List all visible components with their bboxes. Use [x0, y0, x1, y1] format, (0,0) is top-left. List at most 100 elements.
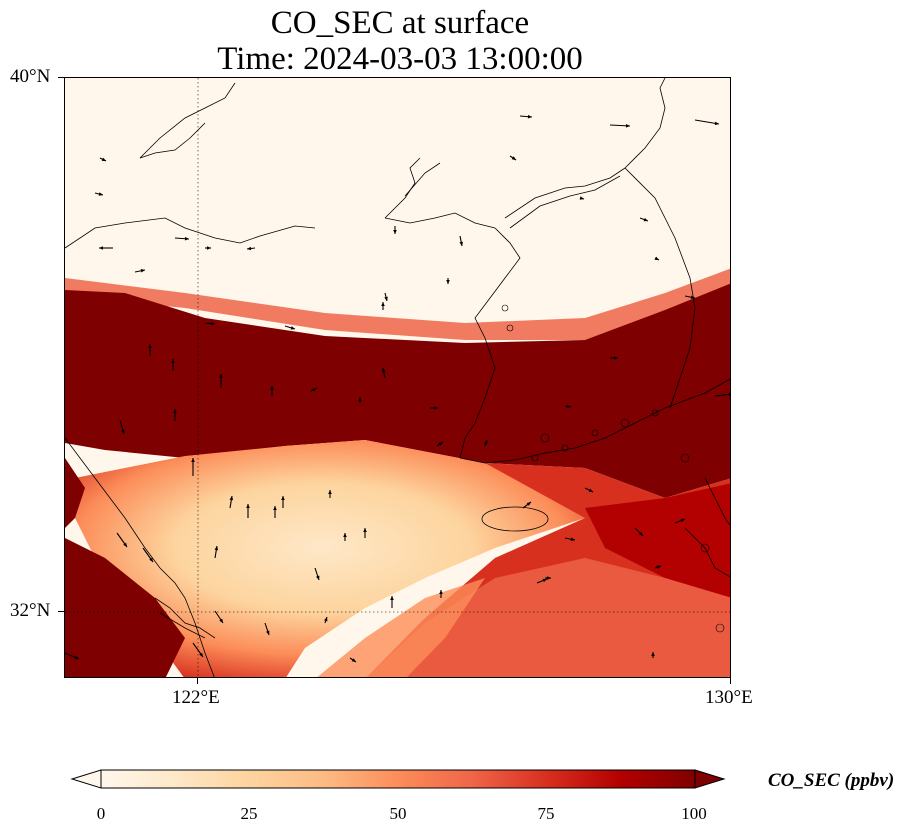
- wind-arrow-head: [210, 321, 215, 326]
- colorbar-extend-min: [70, 769, 102, 789]
- wind-vectors: [65, 114, 730, 663]
- lat-label-40n: 40°N: [10, 66, 51, 87]
- colorbar-tick-50: 50: [389, 804, 407, 823]
- wind-arrow-head: [199, 652, 203, 657]
- wind-arrow-head: [728, 392, 730, 397]
- wind-arrow-head: [680, 518, 685, 523]
- wind-arrow-head: [384, 296, 388, 301]
- wind-arrow-head: [324, 617, 328, 622]
- chart-title-line-1: CO_SEC at surface: [270, 5, 530, 41]
- wind-arrow-head: [390, 596, 394, 600]
- colorbar-extend-max: [694, 769, 726, 789]
- wind-arrow-head: [638, 531, 643, 536]
- wind-arrow-head: [214, 546, 219, 551]
- wind-arrow-head: [588, 488, 593, 492]
- wind-arrow-head: [74, 655, 79, 660]
- wind-arrow-head: [547, 576, 551, 580]
- wind-arrow-head: [247, 246, 252, 251]
- wind-arrow-head: [281, 496, 285, 500]
- wind-arrow-head: [171, 359, 175, 363]
- wind-arrow-head: [656, 565, 661, 569]
- island-clusters: [501, 304, 725, 633]
- plume-edge-north: [65, 268, 730, 340]
- chart-title-line-2: Time: 2024-03-03 13:00:00: [217, 41, 583, 77]
- wind-arrow-head: [98, 192, 103, 196]
- co-plume-south-mid: [317, 578, 485, 677]
- co-plume-southwest: [65, 538, 185, 677]
- tick-mark-130e: [730, 678, 731, 684]
- tick-mark-122e: [197, 678, 198, 684]
- wind-arrow-head: [273, 506, 277, 510]
- wind-arrow-head: [99, 246, 103, 250]
- colorbar-label: CO_SEC (ppbv): [768, 770, 895, 791]
- colorbar-tick-0: 0: [96, 804, 106, 823]
- wind-arrow-head: [690, 295, 695, 299]
- wind-arrow-head: [270, 386, 274, 390]
- wind-arrow-head: [393, 230, 397, 234]
- wind-arrow-head: [219, 374, 223, 378]
- wind-arrow-head: [343, 533, 347, 537]
- co-plume-light-core: [75, 440, 625, 677]
- wind-arrow-head: [511, 156, 516, 160]
- wind-arrow-head: [266, 630, 270, 635]
- colorbar-tick-25: 25: [240, 804, 258, 823]
- coastlines: [65, 78, 730, 677]
- wind-arrow-head: [149, 557, 153, 562]
- wind-arrow-head: [311, 387, 316, 391]
- co-plume-southeast: [367, 558, 730, 677]
- wind-arrow-head: [446, 280, 450, 284]
- wind-arrow-head: [184, 236, 189, 241]
- wind-arrow-head: [459, 241, 463, 246]
- wind-arrow-head: [148, 344, 152, 348]
- colorbar-tick-100: 100: [681, 804, 707, 823]
- wind-arrow-head: [351, 658, 356, 662]
- wind-arrow-head: [382, 368, 386, 373]
- lon-label-130e: 130°E: [705, 687, 753, 708]
- colorbar-tick-75: 75: [537, 804, 555, 823]
- wind-arrow-head: [484, 440, 488, 445]
- wind-arrow-head: [207, 246, 211, 250]
- wind-arrow-head: [328, 490, 332, 494]
- colorbar-gradient: [100, 769, 696, 789]
- wind-arrow-head: [358, 397, 362, 401]
- wind-arrow-head: [714, 121, 719, 126]
- wind-arrow-head: [542, 578, 547, 583]
- wind-arrow-head: [290, 326, 295, 330]
- map-panel: [64, 77, 731, 678]
- wind-arrow-head: [381, 302, 385, 306]
- lat-label-32n: 32°N: [10, 600, 51, 621]
- jeju-island-outline: [481, 506, 549, 532]
- wind-arrow-head: [527, 114, 532, 119]
- map-canvas: [65, 78, 730, 677]
- wind-arrow-head: [219, 618, 223, 623]
- tick-mark-40n: [58, 77, 64, 78]
- wind-arrow-head: [570, 537, 575, 541]
- wind-arrow-head: [625, 124, 630, 128]
- lon-label-122e: 122°E: [172, 687, 220, 708]
- wind-arrow-head: [434, 406, 438, 410]
- wind-arrow-head: [363, 528, 367, 532]
- wind-arrow-head: [614, 356, 618, 360]
- wind-arrow-head: [643, 217, 648, 222]
- wind-arrow-head: [439, 590, 443, 594]
- co-plume-dark-band: [65, 283, 730, 498]
- wind-arrow-head: [123, 542, 127, 547]
- wind-arrow-head: [191, 458, 195, 462]
- colorbar: [64, 762, 734, 796]
- wind-arrow-shaft: [694, 119, 720, 125]
- wind-arrow-head: [526, 502, 531, 506]
- wind-arrow-head: [566, 404, 571, 409]
- wind-arrow-head: [438, 442, 443, 446]
- wind-arrow-shaft: [714, 393, 730, 397]
- wind-arrow-head: [173, 409, 177, 413]
- wind-arrow-head: [121, 429, 125, 434]
- wind-arrow-head: [316, 575, 320, 580]
- wind-arrow-head: [246, 504, 250, 508]
- wind-arrow-head: [579, 196, 584, 200]
- wind-arrow-head: [140, 269, 145, 273]
- wind-arrow-head: [654, 256, 659, 260]
- tick-mark-32n: [58, 611, 64, 612]
- wind-arrow-head: [651, 652, 655, 656]
- co-plume-west-edge: [65, 458, 85, 528]
- wind-arrow-head: [229, 496, 234, 501]
